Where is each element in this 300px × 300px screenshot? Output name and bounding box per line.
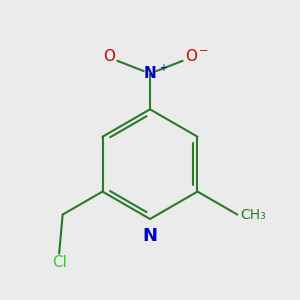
Text: −: − — [199, 46, 208, 56]
Text: CH₃: CH₃ — [240, 208, 266, 222]
Text: O: O — [103, 49, 115, 64]
Text: +: + — [159, 63, 167, 73]
Text: N: N — [142, 227, 158, 245]
Text: Cl: Cl — [52, 255, 67, 270]
Text: N: N — [144, 66, 156, 81]
Text: O: O — [185, 49, 197, 64]
